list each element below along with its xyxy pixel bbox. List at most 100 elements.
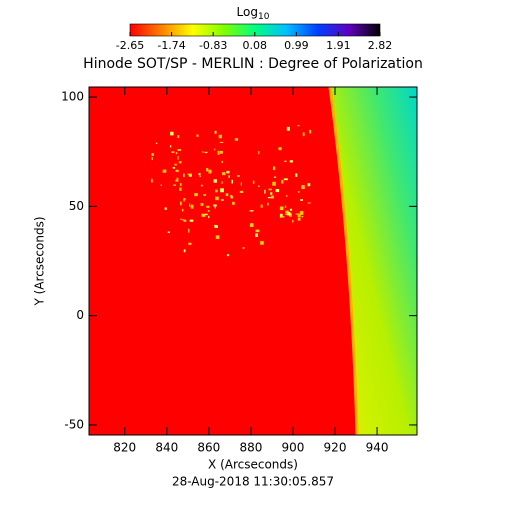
speck	[283, 178, 288, 181]
speck	[221, 181, 223, 184]
speck	[284, 160, 287, 163]
speck	[272, 166, 276, 171]
speck	[189, 219, 194, 222]
chart-title: Hinode SOT/SP - MERLIN : Degree of Polar…	[83, 56, 423, 72]
speck	[279, 213, 283, 218]
speck	[204, 151, 208, 154]
speck	[182, 218, 185, 221]
speck	[204, 213, 208, 216]
solar-image	[89, 86, 417, 436]
speck	[199, 175, 201, 177]
speck	[179, 183, 182, 187]
speck	[278, 147, 282, 151]
speck	[270, 195, 274, 199]
speck	[177, 155, 179, 160]
speck	[226, 254, 230, 257]
speck	[289, 208, 293, 211]
speck	[183, 219, 187, 222]
speck	[230, 195, 232, 198]
speck	[242, 247, 245, 249]
x-tick-label: 920	[324, 441, 347, 455]
limb-region	[330, 87, 417, 435]
speck	[219, 141, 224, 143]
speck	[225, 193, 229, 197]
colorbar-tick-label: -1.74	[157, 39, 185, 52]
speck	[221, 160, 223, 164]
speck	[260, 204, 263, 208]
speck	[240, 182, 242, 186]
speck	[267, 202, 269, 206]
speck	[289, 213, 292, 217]
speck	[155, 142, 158, 144]
speck	[272, 181, 276, 186]
speck	[187, 173, 192, 175]
x-tick-label: 840	[155, 441, 178, 455]
speck	[258, 151, 260, 155]
speck	[213, 204, 217, 207]
speck	[214, 206, 216, 209]
speck	[219, 150, 223, 154]
speck	[234, 138, 239, 141]
speck	[279, 206, 284, 211]
y-tick-label: 50	[69, 199, 84, 213]
speck	[198, 173, 201, 176]
colorbar-label-subscript: 10	[258, 12, 270, 22]
y-tick-label: -50	[64, 417, 84, 431]
speck	[214, 148, 216, 151]
speck	[228, 175, 230, 178]
x-axis-label: X (Arcseconds)	[208, 458, 298, 472]
active-region	[150, 125, 312, 257]
speck	[178, 161, 182, 164]
speck	[258, 185, 260, 187]
speck	[170, 145, 172, 148]
speck	[175, 152, 178, 155]
colorbar-label-base: Log	[237, 5, 258, 19]
speck	[287, 211, 291, 216]
speck	[273, 176, 277, 178]
speck	[220, 199, 224, 201]
speck	[284, 205, 287, 209]
speck	[162, 171, 165, 173]
speck	[188, 173, 192, 177]
speck	[218, 134, 222, 139]
speck	[180, 201, 182, 206]
x-tick-label: 860	[197, 441, 220, 455]
speck	[292, 219, 294, 223]
speck	[255, 233, 258, 237]
speck	[164, 207, 167, 210]
speck	[179, 187, 182, 191]
speck	[150, 178, 153, 183]
speck	[203, 194, 207, 196]
speck	[239, 190, 244, 193]
speck	[206, 205, 210, 208]
speck	[270, 192, 273, 195]
speck	[171, 151, 175, 154]
speck	[176, 177, 179, 180]
speck	[268, 188, 272, 191]
speck	[175, 169, 179, 172]
speck	[181, 208, 184, 212]
x-tick-label: 940	[366, 441, 389, 455]
speck	[260, 241, 264, 245]
plot-frame	[88, 86, 418, 436]
x-tick-label: 880	[239, 441, 262, 455]
speck	[231, 179, 233, 184]
colorbar-tick-label: 1.91	[326, 39, 351, 52]
speck	[173, 184, 176, 186]
speck	[206, 167, 209, 172]
speck	[264, 189, 266, 194]
speck	[174, 163, 177, 166]
speck	[208, 169, 212, 174]
speck	[267, 196, 271, 199]
speck	[160, 184, 162, 186]
speck	[196, 134, 199, 137]
speck	[183, 249, 186, 253]
colorbar-tick-label: 0.99	[284, 39, 309, 52]
speck	[281, 179, 284, 184]
speck	[215, 235, 220, 239]
speck	[286, 126, 290, 131]
speck	[188, 242, 192, 245]
speck	[220, 188, 224, 193]
speck	[207, 210, 210, 212]
